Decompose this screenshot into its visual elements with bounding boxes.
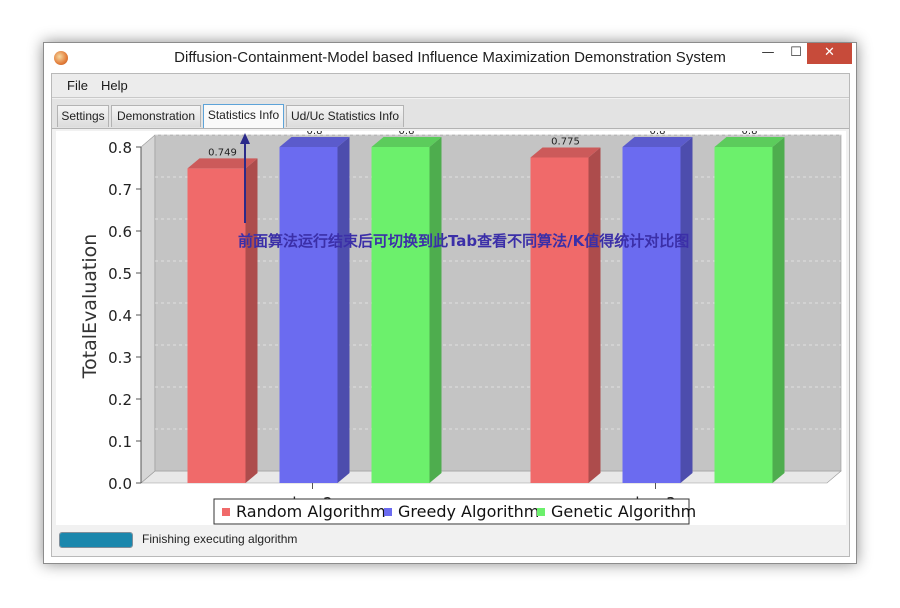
y-tick-label: 0.0 [108, 475, 132, 493]
bar [187, 168, 246, 484]
legend-label: Random Algorithm [236, 502, 386, 521]
tab-bar: Settings Demonstration Statistics Info U… [52, 99, 849, 129]
app-logo-icon [54, 51, 68, 65]
y-tick-label: 0.3 [108, 349, 132, 367]
menu-file[interactable]: File [67, 78, 88, 93]
y-tick-label: 0.7 [108, 181, 132, 199]
legend-items: Random Algorithm Greedy Algorithm Genetic … [222, 502, 696, 521]
bar [371, 147, 430, 483]
legend-swatch [537, 508, 545, 516]
bar-side [588, 147, 601, 483]
status-text: Finishing executing algorithm [142, 532, 298, 546]
bar-value-label: 0.8 [650, 131, 666, 137]
bar-top [714, 137, 785, 147]
tab-statistics-info[interactable]: Statistics Info [203, 104, 284, 128]
annotation-arrow-head [240, 133, 250, 144]
bar-value-label: 0.749 [208, 147, 237, 158]
chart-panel: 0.0 0.1 0.2 0.3 0.4 0.5 0.6 0.7 0.8 0.749 0.8 0.8 0… [56, 126, 846, 525]
bar-top [187, 158, 258, 169]
tab-ud-uc-statistics-info[interactable]: Ud/Uc Statistics Info [286, 105, 404, 127]
bar-side [337, 137, 350, 483]
bar [622, 147, 681, 483]
maximize-button[interactable]: ☐ [790, 45, 802, 60]
bar-top [530, 147, 601, 158]
bar [279, 147, 338, 483]
progress-bar [59, 532, 133, 548]
y-axis-label: TotalEvaluation [79, 234, 101, 380]
bar [530, 157, 589, 483]
bar-side [429, 137, 442, 483]
y-tick-label: 0.5 [108, 265, 132, 283]
chart-side-wall [140, 134, 156, 484]
bars-group: 0.749 0.8 0.8 0.775 0.8 0.8 [187, 126, 785, 484]
legend-label: Greedy Algorithm [398, 502, 539, 521]
y-axis: 0.0 0.1 0.2 0.3 0.4 0.5 0.6 0.7 0.8 [108, 139, 142, 493]
menu-bar: File Help [52, 74, 849, 98]
close-button[interactable]: ✕ [807, 43, 852, 64]
bar-top [371, 137, 442, 147]
bar-value-label: 0.8 [307, 131, 323, 137]
title-bar[interactable]: Diffusion-Containment-Model based Influe… [44, 43, 856, 73]
y-tick-label: 0.8 [108, 139, 132, 157]
y-tick-label: 0.2 [108, 391, 132, 409]
legend [213, 498, 690, 525]
menu-help[interactable]: Help [101, 78, 128, 93]
bar-value-label: 0.8 [399, 131, 415, 137]
y-tick-label: 0.6 [108, 223, 132, 241]
bar [714, 147, 773, 483]
annotation-text: 前面算法运行结束后可切换到此Tab查看不同算法/K值得统计对比图 [238, 232, 689, 250]
bar-value-label: 0.775 [551, 137, 580, 148]
bar-side [772, 137, 785, 483]
progress-fill [60, 533, 132, 547]
legend-swatch [384, 508, 392, 516]
legend-label: Genetic Algorithm [551, 502, 696, 521]
y-tick-label: 0.4 [108, 307, 132, 325]
main-panel: File Help Settings Demonstration Statist… [51, 73, 850, 557]
bar-top [279, 137, 350, 147]
legend-swatch [222, 508, 230, 516]
app-window: Diffusion-Containment-Model based Influe… [43, 42, 857, 564]
tab-settings[interactable]: Settings [57, 105, 109, 127]
bar-value-label: 0.8 [742, 131, 758, 137]
tab-demonstration[interactable]: Demonstration [111, 105, 201, 127]
bar-side [680, 137, 693, 483]
bar-side [245, 158, 258, 484]
bar-top [622, 137, 693, 147]
y-tick-label: 0.1 [108, 433, 132, 451]
status-bar: Finishing executing algorithm [52, 526, 849, 556]
minimize-button[interactable]: — [761, 45, 775, 60]
window-title: Diffusion-Containment-Model based Influe… [174, 49, 726, 66]
